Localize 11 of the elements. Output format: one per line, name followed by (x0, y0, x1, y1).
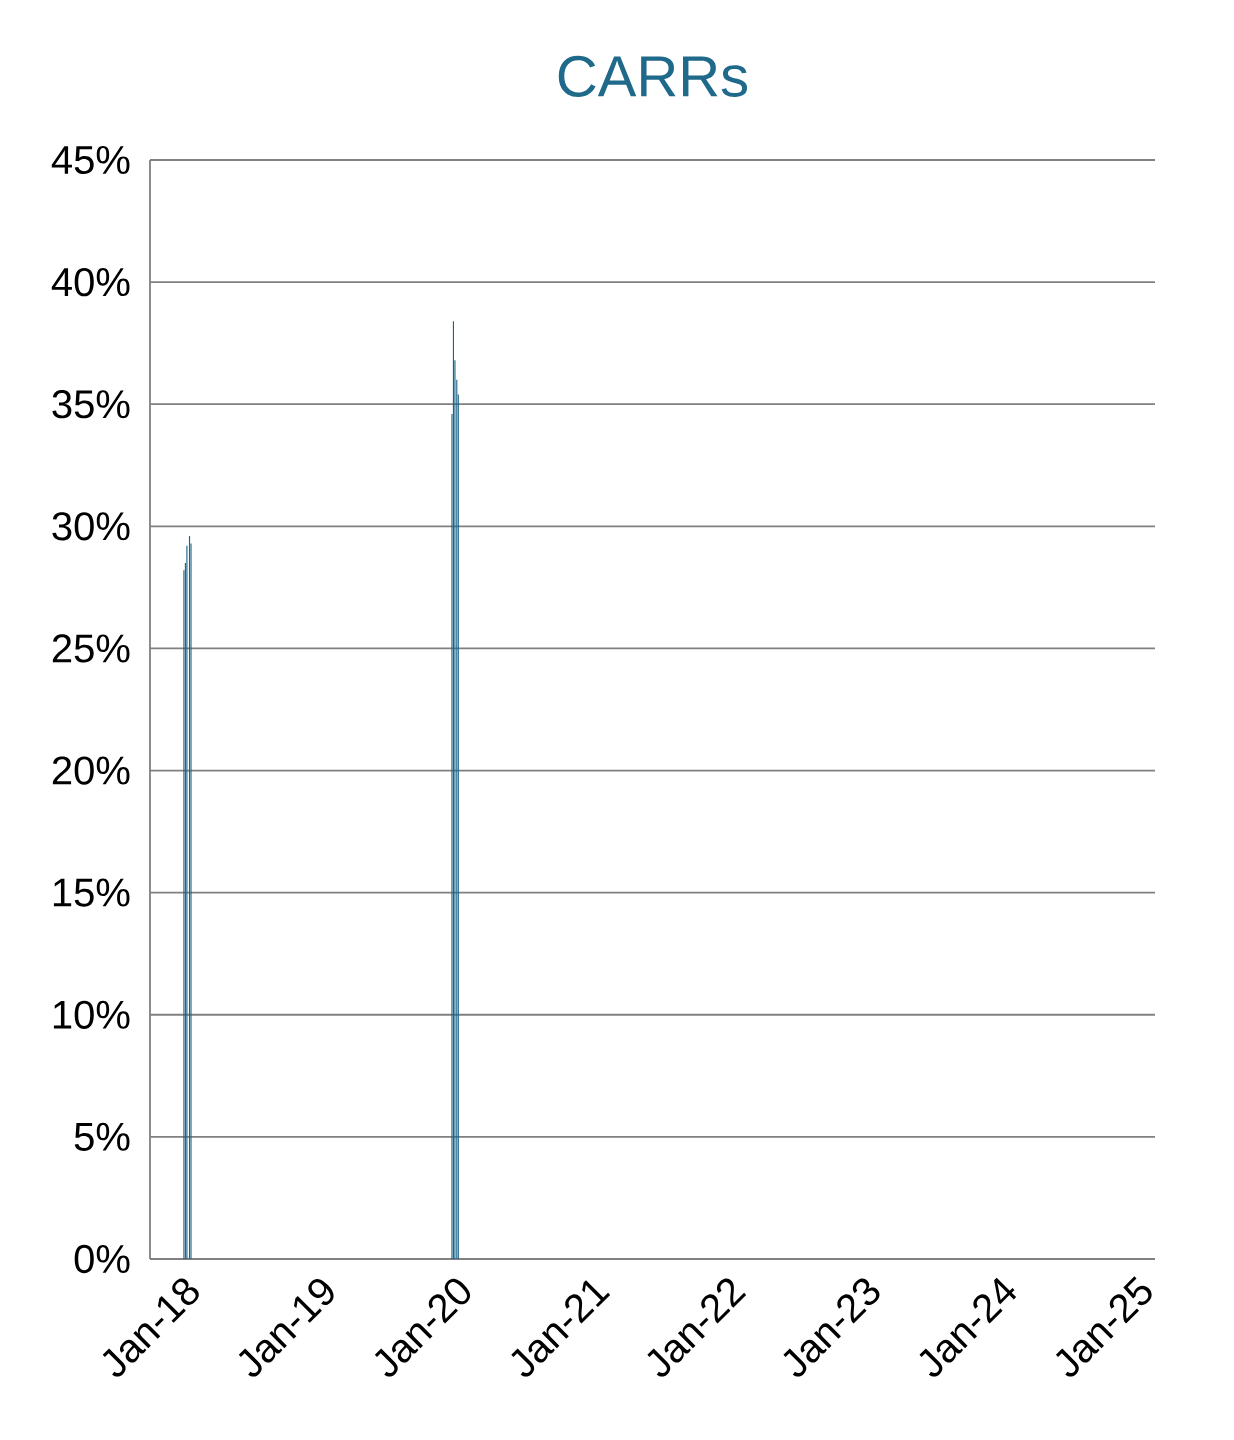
y-tick-label: 15% (53, 878, 130, 907)
y-tick-label: 10% (53, 1000, 130, 1029)
y-tick-label: 30% (52, 512, 130, 541)
y-tick-label: 40% (51, 267, 130, 297)
y-tick-label: 0% (74, 1244, 130, 1274)
y-tick-label: 20% (52, 756, 130, 785)
chart-title: CARRs (558, 55, 748, 97)
y-tick-label: 45% (51, 145, 130, 175)
y-tick-label: 5% (74, 1122, 130, 1151)
y-tick-label: 25% (52, 634, 130, 663)
y-tick-label: 35% (52, 390, 130, 419)
